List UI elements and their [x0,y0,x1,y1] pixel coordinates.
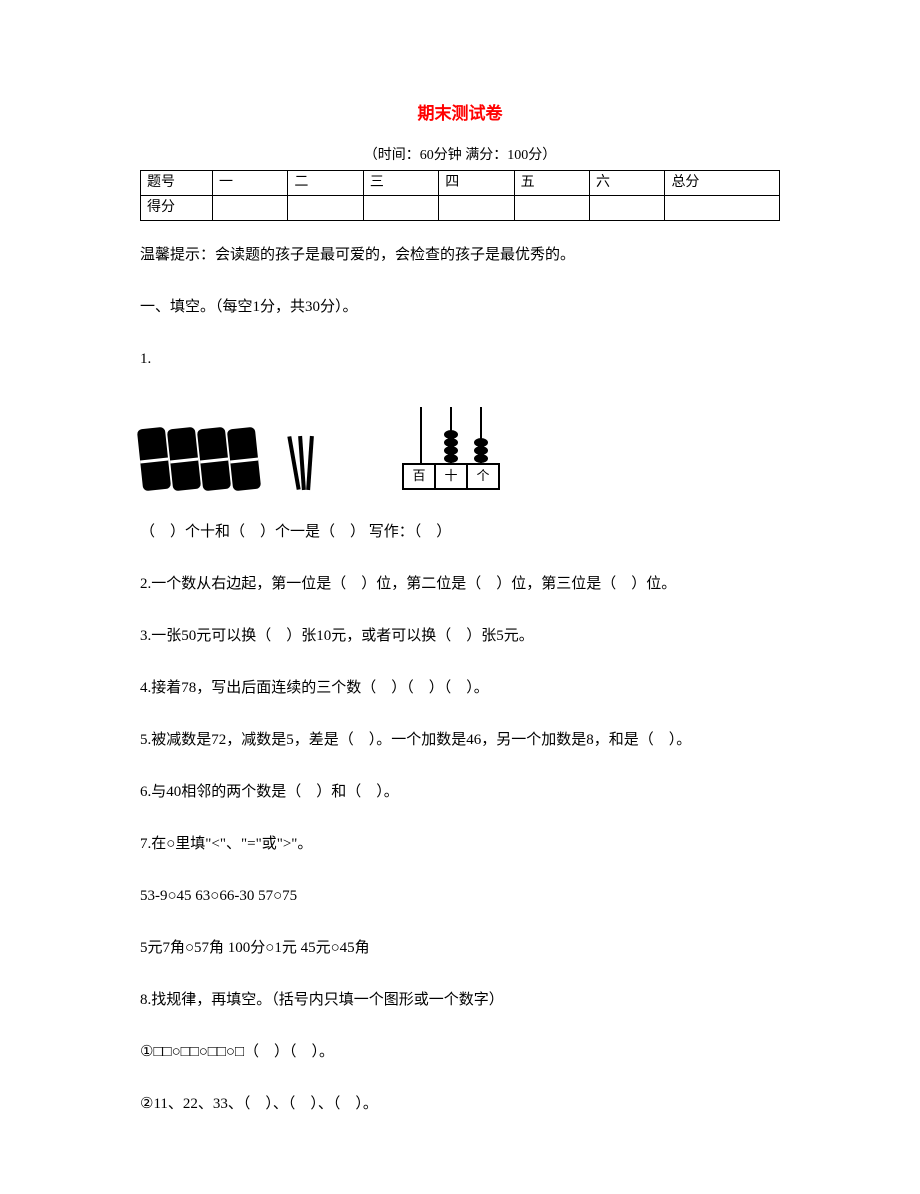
score-cell-total [665,195,780,220]
score-table-header-row: 题号 一 二 三 四 五 六 总分 [141,170,780,195]
question-7: 7.在○里填"<"、"="或">"。 53-9○45 63○66-30 57○7… [140,832,780,960]
question-8-title: 8.找规律，再填空。（括号内只填一个图形或一个数字） [140,988,780,1012]
score-cell-5 [514,195,589,220]
question-1: 1. [140,347,780,544]
question-7-title: 7.在○里填"<"、"="或">"。 [140,832,780,856]
abacus-label-hundreds: 百 [404,465,436,488]
question-7-line1: 53-9○45 63○66-30 57○75 [140,884,780,908]
header-label: 题号 [141,170,213,195]
header-col-2: 二 [288,170,363,195]
header-col-1: 一 [213,170,288,195]
question-6: 6.与40相邻的两个数是（ ）和（ ）。 [140,780,780,804]
abacus-col-tens [439,431,463,463]
question-5: 5.被减数是72，减数是5，差是（ ）。一个加数是46，另一个加数是8，和是（ … [140,728,780,752]
question-3: 3.一张50元可以换（ ）张10元，或者可以换（ ）张5元。 [140,624,780,648]
header-col-3: 三 [363,170,438,195]
score-cell-4 [439,195,514,220]
score-cell-2 [288,195,363,220]
abacus-image: 百 十 个 [402,399,500,490]
question-7-line2: 5元7角○57角 100分○1元 45元○45角 [140,936,780,960]
beads-tens [444,431,458,463]
bead-icon [444,454,458,463]
score-cell-1 [213,195,288,220]
score-label: 得分 [141,195,213,220]
abacus-label-ones: 个 [468,465,498,488]
score-table-score-row: 得分 [141,195,780,220]
question-2: 2.一个数从右边起，第一位是（ ）位，第二位是（ ）位，第三位是（ ）位。 [140,572,780,596]
hint-text: 温馨提示：会读题的孩子是最可爱的，会检查的孩子是最优秀的。 [140,243,780,267]
question-8-line2: ②11、22、33、（ ）、（ ）、（ ）。 [140,1092,780,1116]
score-cell-3 [363,195,438,220]
question-4: 4.接着78，写出后面连续的三个数（ ）（ ）（ ）。 [140,676,780,700]
abacus-col-ones [469,439,493,463]
question-1-images: 百 十 个 [140,399,780,490]
exam-subtitle: （时间：60分钟 满分：100分） [140,145,780,167]
question-8-line1: ①□□○□□○□□○□（ ）（ ）。 [140,1040,780,1064]
abacus-label-tens: 十 [436,465,468,488]
exam-title: 期末测试卷 [140,100,780,127]
score-cell-6 [590,195,665,220]
bundle-icon [227,427,261,492]
bundle-icon [167,427,201,492]
counting-sticks-image [140,428,312,490]
bundle-icon [137,427,171,492]
section-1-title: 一、填空。（每空1分，共30分）。 [140,295,780,319]
header-col-5: 五 [514,170,589,195]
rod-icon [420,407,422,463]
loose-sticks [292,432,312,490]
stick-bundles [140,428,260,490]
header-col-total: 总分 [665,170,780,195]
question-1-num: 1. [140,347,780,371]
score-table: 题号 一 二 三 四 五 六 总分 得分 [140,170,780,222]
beads-ones [474,439,488,463]
header-col-4: 四 [439,170,514,195]
bundle-icon [197,427,231,492]
abacus-base: 百 十 个 [402,463,500,490]
question-8: 8.找规律，再填空。（括号内只填一个图形或一个数字） ①□□○□□○□□○□（ … [140,988,780,1116]
question-1-answer: （ ）个十和（ ）个一是（ ） 写作：（ ） [140,520,780,544]
bead-icon [474,454,488,463]
stick-icon [306,436,314,490]
abacus-columns [406,399,496,463]
header-col-6: 六 [590,170,665,195]
